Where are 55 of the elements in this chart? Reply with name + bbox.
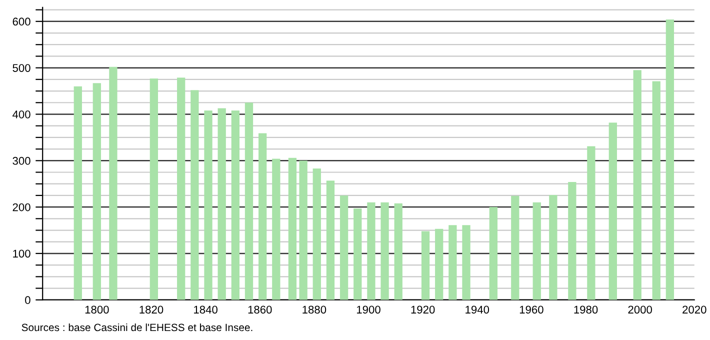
bar (150, 78, 158, 300)
bar (608, 122, 617, 300)
bar (258, 133, 267, 300)
y-tick-label: 600 (12, 18, 30, 26)
bar (532, 202, 541, 300)
bar (299, 160, 308, 300)
bar (218, 108, 226, 300)
bar (489, 207, 498, 300)
y-tick-label: 100 (13, 250, 30, 258)
bar (326, 180, 335, 300)
source-note: Sources : base Cassini de l'EHESS et base Insee. (22, 323, 252, 332)
bar (177, 78, 186, 300)
y-tick-label: 500 (12, 64, 30, 72)
x-tick-label: 1980 (574, 306, 598, 314)
bar (367, 202, 376, 300)
bar (633, 70, 642, 300)
y-tick-label: 0 (25, 296, 30, 304)
x-tick-label: 2000 (628, 306, 652, 314)
x-tick-label: 1800 (85, 306, 109, 314)
bar (92, 83, 101, 300)
x-tick-label: 1880 (302, 306, 326, 314)
bar (652, 81, 660, 300)
x-tick-label: 1860 (248, 306, 272, 314)
bar (74, 86, 82, 300)
y-tick-label: 300 (12, 156, 30, 165)
bar (549, 194, 558, 300)
bar (587, 146, 596, 300)
bar (435, 228, 444, 300)
x-tick-label: 1960 (520, 306, 544, 314)
bar (190, 90, 199, 300)
bar (666, 20, 674, 300)
bar (462, 225, 470, 300)
bar (231, 110, 240, 300)
bar (448, 225, 457, 300)
bar (204, 110, 212, 300)
bar (340, 195, 348, 300)
bar (288, 158, 297, 300)
bar (354, 208, 362, 300)
x-tick-label: 1920 (411, 306, 435, 314)
bar (272, 158, 280, 300)
bar (244, 102, 254, 300)
bar (394, 203, 402, 300)
bar (568, 182, 576, 300)
y-tick-label: 200 (12, 203, 30, 212)
bar (421, 231, 430, 300)
bar (109, 66, 118, 300)
y-tick-label: 400 (12, 110, 30, 118)
bar (511, 196, 520, 300)
x-tick-label: 1840 (194, 306, 218, 314)
bar (312, 168, 321, 300)
x-tick-label: 1940 (466, 306, 490, 314)
x-tick-label: 1900 (356, 306, 380, 314)
x-tick-label: 2020 (682, 306, 706, 314)
bar (380, 202, 389, 300)
x-tick-label: 1820 (140, 306, 164, 314)
